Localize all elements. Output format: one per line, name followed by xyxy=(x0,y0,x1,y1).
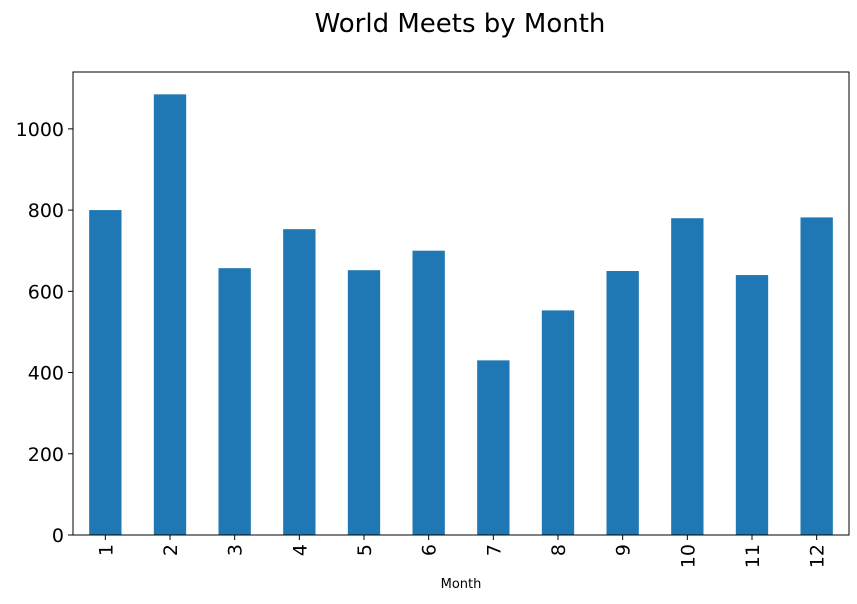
x-tick-label: 2 xyxy=(160,544,182,556)
x-axis: 1 2 3 4 5 6 7 8 9 10 11 12 xyxy=(95,535,829,568)
y-axis: 0 200 400 600 800 1000 xyxy=(16,119,73,547)
x-tick-label: 8 xyxy=(548,544,570,556)
y-tick-label: 0 xyxy=(52,525,64,547)
bar-month-12 xyxy=(800,217,833,535)
x-tick-label: 12 xyxy=(807,544,829,568)
x-tick-label: 11 xyxy=(742,544,764,568)
bar-month-10 xyxy=(671,218,704,535)
x-tick-label: 9 xyxy=(613,544,635,556)
bar-month-1 xyxy=(89,210,122,535)
x-tick-label: 10 xyxy=(677,544,699,568)
y-tick-label: 400 xyxy=(28,363,64,385)
bar-month-7 xyxy=(477,360,510,535)
y-tick-label: 200 xyxy=(28,444,64,466)
x-tick-label: 5 xyxy=(354,544,376,556)
x-axis-title: Month xyxy=(441,577,482,592)
y-tick-label: 1000 xyxy=(16,119,64,141)
bar-month-11 xyxy=(735,275,769,535)
x-tick-label: 6 xyxy=(419,544,441,556)
bar-month-8 xyxy=(541,310,575,535)
chart-title: World Meets by Month xyxy=(315,9,606,39)
x-tick-label: 4 xyxy=(289,544,311,556)
bar-month-2 xyxy=(153,94,187,535)
bar-month-3 xyxy=(218,268,251,535)
bar-month-4 xyxy=(283,229,316,535)
x-tick-label: 3 xyxy=(225,544,247,556)
plot-frame xyxy=(72,71,850,536)
bar-month-6 xyxy=(412,250,445,535)
bars-group xyxy=(89,94,833,535)
y-tick-label: 600 xyxy=(28,281,64,303)
y-tick-label: 800 xyxy=(28,200,64,222)
x-tick-label: 7 xyxy=(483,544,505,556)
bar-month-9 xyxy=(606,271,639,535)
bar-month-5 xyxy=(347,270,381,535)
x-tick-label: 1 xyxy=(95,544,117,556)
